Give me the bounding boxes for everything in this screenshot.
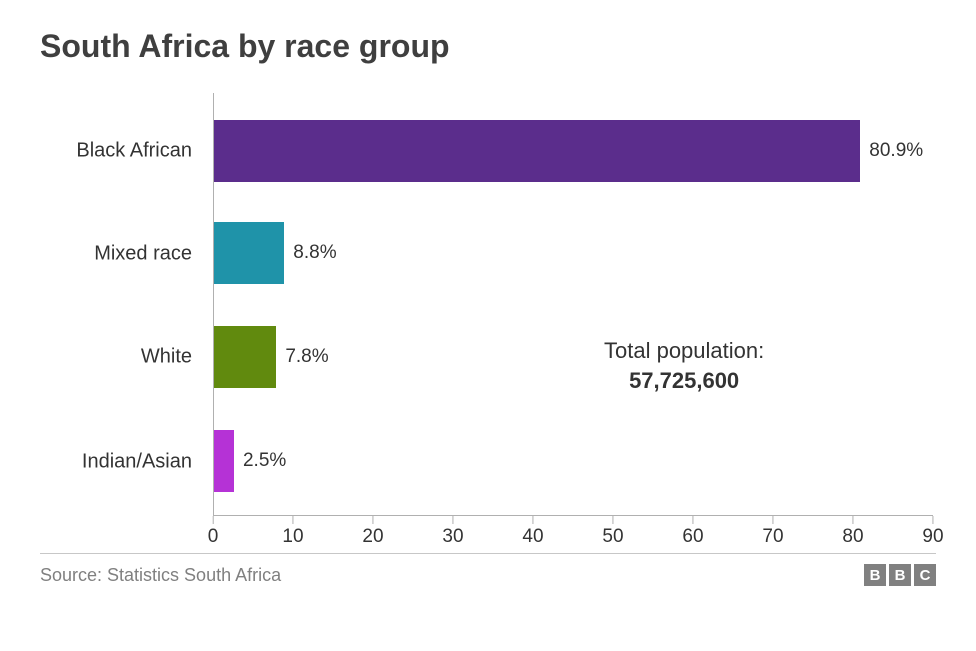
tick-mark [612, 516, 613, 524]
plot-area: Total population: 57,725,600 80.9% 8.8% 7.… [213, 93, 933, 516]
bar-value-label: 8.8% [293, 242, 336, 264]
bbc-logo-letter: B [889, 564, 911, 586]
source-text: Source: Statistics South Africa [40, 565, 281, 586]
x-tick-label: 0 [208, 526, 219, 548]
x-tick: 10 [282, 521, 303, 548]
tick-mark [852, 516, 853, 524]
x-tick: 30 [442, 521, 463, 548]
chart-title: South Africa by race group [40, 28, 936, 65]
y-axis-label: White [40, 346, 192, 369]
bar-value-label: 80.9% [869, 140, 923, 162]
bbc-logo-letter: C [914, 564, 936, 586]
x-tick-label: 40 [522, 526, 543, 548]
footer-divider [40, 553, 936, 554]
bbc-logo-letter: B [864, 564, 886, 586]
y-axis-label: Black African [40, 140, 192, 163]
x-tick: 70 [762, 521, 783, 548]
bar-value-label: 2.5% [243, 450, 286, 472]
x-tick: 40 [522, 521, 543, 548]
tick-mark [372, 516, 373, 524]
x-tick-label: 60 [682, 526, 703, 548]
y-axis-labels: Black African Mixed race White Indian/Asian [40, 93, 198, 516]
x-tick: 60 [682, 521, 703, 548]
bar: 80.9% [214, 120, 860, 182]
tick-mark [292, 516, 293, 524]
tick-mark [772, 516, 773, 524]
y-axis-label: Indian/Asian [40, 451, 192, 474]
x-tick: 0 [208, 521, 219, 548]
bbc-logo: BBC [864, 564, 936, 586]
tick-mark [452, 516, 453, 524]
bar: 7.8% [214, 326, 276, 388]
annotation-line2: 57,725,600 [604, 368, 764, 394]
tick-mark [692, 516, 693, 524]
chart-footer: Source: Statistics South Africa BBC [40, 564, 936, 586]
x-tick-label: 50 [602, 526, 623, 548]
x-tick: 80 [842, 521, 863, 548]
x-tick-label: 80 [842, 526, 863, 548]
tick-mark [932, 516, 933, 524]
x-tick-label: 70 [762, 526, 783, 548]
x-tick: 50 [602, 521, 623, 548]
tick-mark [532, 516, 533, 524]
y-axis-label: Mixed race [40, 242, 192, 265]
chart-area: Black African Mixed race White Indian/Asian… [40, 93, 936, 553]
x-tick: 20 [362, 521, 383, 548]
x-tick-label: 10 [282, 526, 303, 548]
bar-value-label: 7.8% [285, 346, 328, 368]
tick-mark [212, 516, 213, 524]
x-tick-label: 30 [442, 526, 463, 548]
x-tick-label: 90 [922, 526, 943, 548]
x-tick-label: 20 [362, 526, 383, 548]
x-axis-ticks: 0102030405060708090 [213, 521, 933, 545]
bar: 2.5% [214, 430, 234, 492]
bar: 8.8% [214, 222, 284, 284]
x-tick: 90 [922, 521, 943, 548]
annotation-line1: Total population: [604, 338, 764, 364]
total-population-annotation: Total population: 57,725,600 [604, 338, 764, 394]
